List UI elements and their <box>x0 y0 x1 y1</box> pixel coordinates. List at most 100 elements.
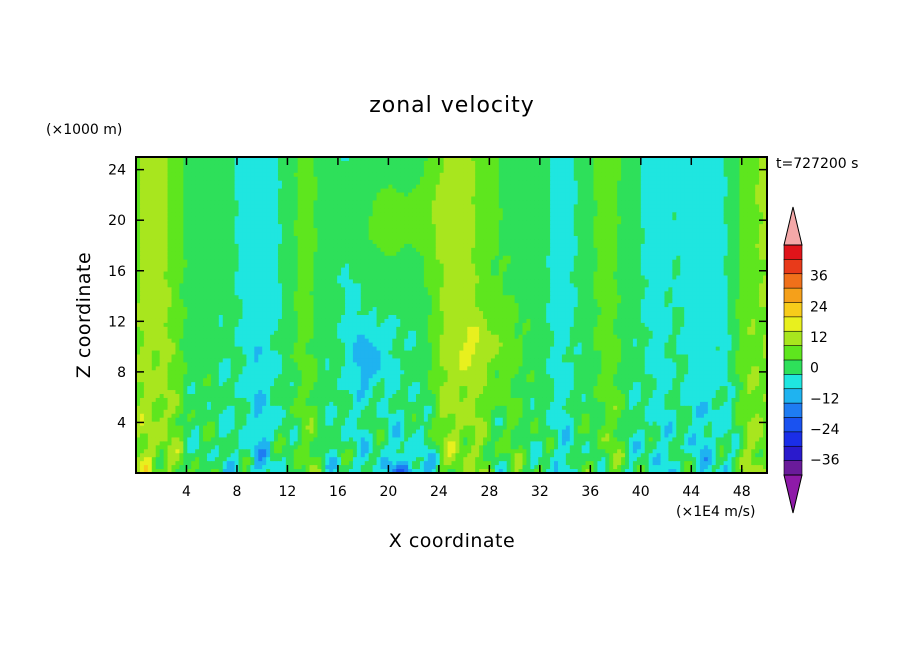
heatmap-cell <box>380 255 386 261</box>
heatmap-cell <box>751 247 756 253</box>
heatmap-cell <box>739 263 744 269</box>
heatmap-cell <box>203 176 208 182</box>
heatmap-cell <box>262 232 267 237</box>
heatmap-cell <box>163 228 169 233</box>
heatmap-cell <box>222 220 228 225</box>
heatmap-cell <box>597 184 602 190</box>
heatmap-cell <box>672 236 677 241</box>
heatmap-cell <box>250 212 255 217</box>
heatmap-cell <box>483 184 488 190</box>
heatmap-cell <box>479 184 484 190</box>
heatmap-cell <box>699 184 705 190</box>
heatmap-cell <box>352 275 358 281</box>
heatmap-cell <box>372 180 378 186</box>
heatmap-cell <box>711 172 717 178</box>
heatmap-cell <box>337 228 342 233</box>
heatmap-cell <box>195 232 200 237</box>
heatmap-cell <box>735 200 740 205</box>
heatmap-cell <box>581 172 587 178</box>
heatmap-cell <box>210 164 216 170</box>
heatmap-cell <box>356 232 362 237</box>
heatmap-cell <box>376 200 382 205</box>
heatmap-cell <box>632 176 638 182</box>
heatmap-cell <box>644 160 650 166</box>
heatmap-cell <box>486 267 492 273</box>
heatmap-cell <box>400 157 405 162</box>
heatmap-cell <box>546 232 551 237</box>
heatmap-cell <box>368 176 374 182</box>
heatmap-cell <box>431 208 437 213</box>
heatmap-cell <box>569 220 575 225</box>
heatmap-cell <box>163 279 169 284</box>
heatmap-cell <box>506 251 512 257</box>
heatmap-cell <box>345 172 350 178</box>
heatmap-cell <box>510 160 516 166</box>
heatmap-cell <box>404 224 409 229</box>
heatmap-cell <box>321 216 326 221</box>
heatmap-cell <box>281 176 287 182</box>
heatmap-cell <box>333 172 338 178</box>
heatmap-cell <box>759 200 764 205</box>
heatmap-cell <box>281 188 287 194</box>
heatmap-cell <box>506 160 512 166</box>
heatmap-cell <box>214 243 220 249</box>
heatmap-cell <box>703 160 709 166</box>
heatmap-cell <box>494 164 500 170</box>
heatmap-cell <box>262 239 267 245</box>
heatmap-cell <box>763 255 768 261</box>
heatmap-cell <box>546 259 551 265</box>
heatmap-cell <box>471 271 476 277</box>
heatmap-cell <box>356 200 362 205</box>
heatmap-cell <box>341 243 346 249</box>
heatmap-cell <box>640 192 646 198</box>
heatmap-cell <box>270 228 275 233</box>
heatmap-cell <box>321 275 326 281</box>
heatmap-cell <box>459 176 464 182</box>
heatmap-cell <box>530 220 535 225</box>
heatmap-cell <box>688 204 693 209</box>
heatmap-cell <box>479 216 484 221</box>
heatmap-cell <box>577 208 583 213</box>
heatmap-cell <box>636 204 642 209</box>
heatmap-cell <box>333 188 338 194</box>
heatmap-cell <box>692 255 697 261</box>
heatmap-cell <box>293 243 299 249</box>
heatmap-cell <box>285 224 291 229</box>
heatmap-cell <box>672 243 677 249</box>
heatmap-cell <box>337 160 342 166</box>
heatmap-cell <box>494 267 500 273</box>
heatmap-cell <box>660 176 666 182</box>
heatmap-cell <box>258 236 263 241</box>
heatmap-cell <box>692 267 697 273</box>
heatmap-cell <box>234 216 240 221</box>
heatmap-cell <box>502 192 508 198</box>
heatmap-cell <box>309 176 315 182</box>
heatmap-cell <box>715 184 721 190</box>
heatmap-cell <box>412 239 417 245</box>
heatmap-cell <box>514 192 520 198</box>
heatmap-cell <box>143 275 149 281</box>
heatmap-cell <box>550 212 555 217</box>
heatmap-cell <box>408 216 413 221</box>
heatmap-cell <box>175 255 180 261</box>
heatmap-cell <box>652 255 658 261</box>
heatmap-cell <box>356 188 362 194</box>
heatmap-cell <box>530 267 535 273</box>
heatmap-cell <box>459 168 464 174</box>
heatmap-cell <box>676 271 681 277</box>
heatmap-cell <box>526 255 531 261</box>
heatmap-cell <box>171 232 177 237</box>
heatmap-cell <box>763 243 768 249</box>
heatmap-cell <box>561 172 567 178</box>
heatmap-cell <box>692 275 697 281</box>
heatmap-cell <box>250 184 255 190</box>
heatmap-cell <box>293 216 299 221</box>
heatmap-cell <box>163 172 169 178</box>
heatmap-cell <box>147 267 153 273</box>
heatmap-cell <box>139 243 145 249</box>
heatmap-cell <box>707 180 713 186</box>
heatmap-cell <box>483 228 488 233</box>
heatmap-cell <box>416 247 421 253</box>
heatmap-cell <box>321 236 326 241</box>
heatmap-cell <box>400 228 405 233</box>
